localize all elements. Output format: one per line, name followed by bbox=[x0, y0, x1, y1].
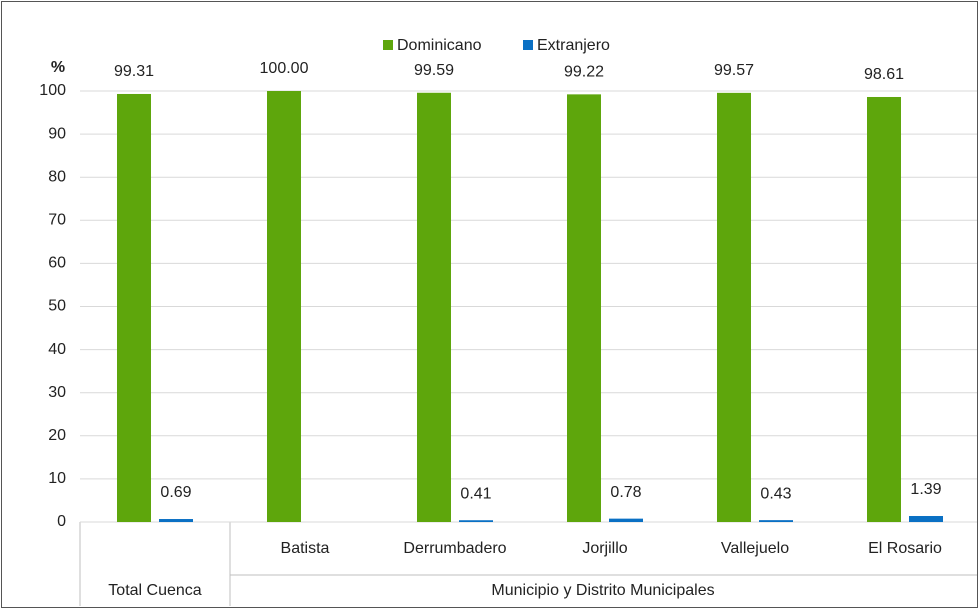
category-group-label: Municipio y Distrito Municipales bbox=[491, 582, 714, 599]
legend-swatch bbox=[523, 40, 533, 50]
y-tick-label: 20 bbox=[48, 427, 66, 444]
legend-label: Dominicano bbox=[397, 37, 482, 54]
bar bbox=[417, 92, 451, 523]
data-label: 0.69 bbox=[160, 484, 191, 501]
bar bbox=[159, 519, 193, 522]
x-tick-label: Total Cuenca bbox=[108, 582, 201, 599]
y-tick-label: 50 bbox=[48, 298, 66, 315]
legend-label: Extranjero bbox=[537, 37, 610, 54]
x-tick-label: Jorjillo bbox=[582, 540, 627, 557]
x-tick-label: El Rosario bbox=[868, 540, 942, 557]
y-tick-label: 0 bbox=[57, 513, 66, 530]
y-tick-label: 80 bbox=[48, 168, 66, 185]
bar bbox=[567, 94, 601, 522]
y-tick-label: 10 bbox=[48, 470, 66, 487]
bar bbox=[867, 96, 901, 522]
y-tick-label: 70 bbox=[48, 212, 66, 229]
data-label: 0.41 bbox=[460, 485, 491, 502]
bar bbox=[717, 92, 751, 522]
y-tick-label: 30 bbox=[48, 384, 66, 401]
data-label: 99.22 bbox=[564, 64, 604, 81]
bar bbox=[909, 516, 943, 522]
data-label: 98.61 bbox=[864, 66, 904, 83]
y-tick-label: 40 bbox=[48, 341, 66, 358]
data-label: 99.57 bbox=[714, 62, 754, 79]
y-axis-label: % bbox=[51, 59, 65, 76]
legend-swatch bbox=[383, 40, 393, 50]
y-tick-label: 100 bbox=[39, 82, 66, 99]
bar bbox=[609, 518, 643, 522]
bar bbox=[759, 520, 793, 522]
bar bbox=[459, 520, 493, 522]
data-label: 99.59 bbox=[414, 62, 454, 79]
data-label: 1.39 bbox=[910, 481, 941, 498]
bar bbox=[117, 93, 151, 522]
data-label: 99.31 bbox=[114, 63, 154, 80]
x-tick-label: Batista bbox=[281, 540, 330, 557]
data-label: 0.43 bbox=[760, 485, 791, 502]
y-tick-label: 60 bbox=[48, 255, 66, 272]
data-label: 0.78 bbox=[610, 484, 641, 501]
bar bbox=[267, 91, 301, 522]
x-tick-label: Derrumbadero bbox=[403, 540, 506, 557]
x-tick-label: Vallejuelo bbox=[721, 540, 789, 557]
y-tick-label: 90 bbox=[48, 125, 66, 142]
data-label: 100.00 bbox=[260, 60, 309, 77]
